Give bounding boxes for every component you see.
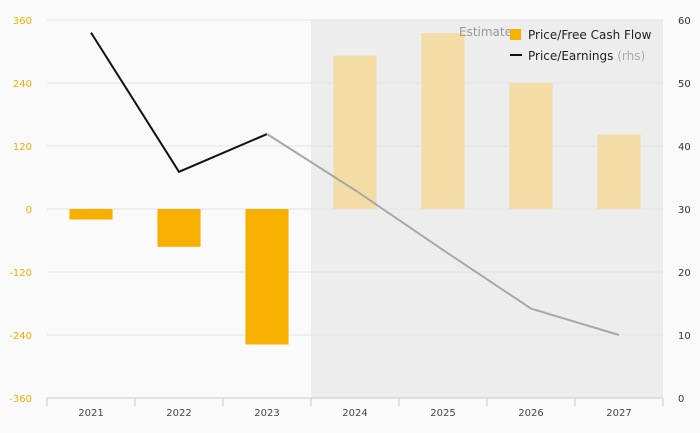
legend: Price/Free Cash Flow Price/Earnings (rhs… xyxy=(510,28,652,63)
y-left-tick-label: -360 xyxy=(9,394,32,405)
legend-label-line-name: Price/Earnings xyxy=(528,49,613,63)
y-left-tick-label: -240 xyxy=(9,331,32,342)
line-series-actual xyxy=(90,32,268,174)
y-right-tick-label: 0 xyxy=(678,394,684,405)
x-tick-label: 2026 xyxy=(518,408,543,419)
y-left-tick-label: 120 xyxy=(13,142,32,153)
y-right-tick-label: 10 xyxy=(678,331,691,342)
bar xyxy=(69,209,113,220)
x-tick-label: 2021 xyxy=(78,408,103,419)
y-right-tick-label: 40 xyxy=(678,142,691,153)
y-right-tick-label: 20 xyxy=(678,268,691,279)
legend-label-line: Price/Earnings (rhs) xyxy=(528,49,645,63)
y-left-tick-label: 360 xyxy=(13,16,32,27)
left-axis: 360 240 120 0 -120 -240 -360 xyxy=(9,16,32,405)
right-axis: 60 50 40 30 20 10 0 xyxy=(678,16,691,405)
y-left-tick-label: -120 xyxy=(9,268,32,279)
y-left-tick-label: 0 xyxy=(26,205,32,216)
x-tick-label: 2024 xyxy=(342,408,367,419)
bars xyxy=(69,33,641,345)
bar xyxy=(421,33,465,209)
x-tick-label: 2027 xyxy=(606,408,631,419)
legend-swatch-bar xyxy=(510,29,521,40)
estimate-label: Estimate xyxy=(459,25,512,39)
bar xyxy=(333,55,377,210)
y-right-tick-label: 60 xyxy=(678,16,691,27)
x-tick-label: 2022 xyxy=(166,408,191,419)
x-tick-label: 2023 xyxy=(254,408,279,419)
line-series-estimate xyxy=(266,133,620,336)
bar xyxy=(245,209,289,345)
bar xyxy=(157,209,201,247)
legend-label-bar: Price/Free Cash Flow xyxy=(528,28,652,42)
legend-label-line-suffix: (rhs) xyxy=(617,49,645,63)
bar xyxy=(597,134,641,209)
y-right-tick-label: 50 xyxy=(678,79,691,90)
x-tick-label: 2025 xyxy=(430,408,455,419)
bar xyxy=(509,83,553,209)
lines xyxy=(90,32,620,336)
y-left-tick-label: 240 xyxy=(13,79,32,90)
y-right-tick-label: 30 xyxy=(678,205,691,216)
x-axis: 2021 2022 2023 2024 2025 2026 2027 xyxy=(46,397,664,419)
